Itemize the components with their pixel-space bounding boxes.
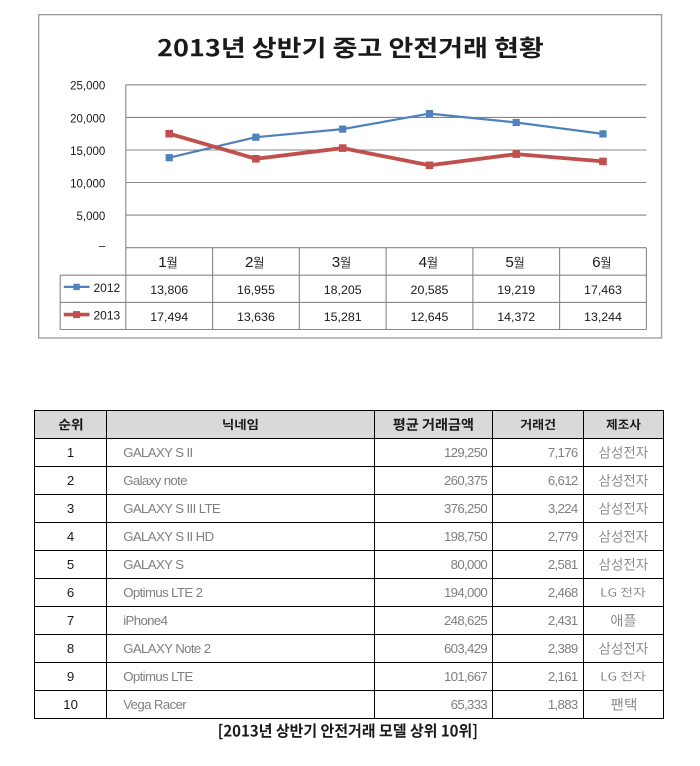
- svg-text:2013: 2013: [94, 308, 121, 322]
- svg-text:20,585: 20,585: [411, 283, 449, 297]
- svg-text:10,000: 10,000: [70, 178, 105, 190]
- svg-text:17,463: 17,463: [584, 283, 622, 297]
- svg-text:15,281: 15,281: [324, 310, 362, 324]
- svg-text:19,219: 19,219: [497, 283, 535, 297]
- svg-text:18,205: 18,205: [324, 283, 362, 297]
- svg-text:2: 2: [245, 254, 253, 271]
- svg-text:16,955: 16,955: [237, 283, 275, 297]
- svg-text:5,000: 5,000: [77, 211, 106, 223]
- svg-text:17,494: 17,494: [150, 310, 188, 324]
- svg-text:3: 3: [332, 254, 340, 271]
- svg-text:2012: 2012: [94, 281, 121, 295]
- svg-text:14,372: 14,372: [497, 310, 535, 324]
- svg-text:1: 1: [158, 254, 166, 271]
- svg-text:–: –: [99, 240, 106, 252]
- svg-text:13,244: 13,244: [584, 310, 622, 324]
- svg-text:13,806: 13,806: [150, 283, 188, 297]
- svg-text:13,636: 13,636: [237, 310, 275, 324]
- svg-text:6: 6: [592, 254, 600, 271]
- svg-text:12,645: 12,645: [411, 310, 449, 324]
- svg-text:25,000: 25,000: [70, 81, 105, 93]
- svg-text:5: 5: [505, 254, 513, 271]
- svg-text:15,000: 15,000: [70, 146, 105, 158]
- svg-text:4: 4: [419, 254, 427, 271]
- svg-text:20,000: 20,000: [70, 113, 105, 125]
